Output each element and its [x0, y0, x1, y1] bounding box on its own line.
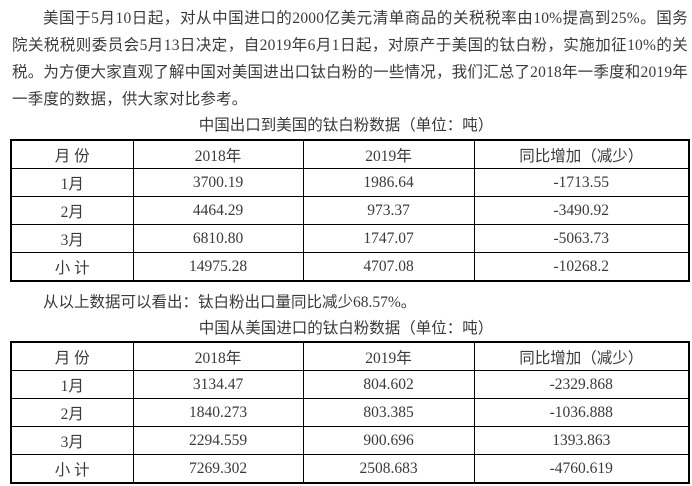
export-table: 月 份 2018年 2019年 同比增加（减少） 1月 3700.19 1986… [10, 139, 690, 282]
table-row: 2月 4464.29 973.37 -3490.92 [10, 196, 690, 225]
table-cell: 14975.28 [132, 252, 304, 282]
table-cell: 804.602 [302, 370, 475, 399]
export-table-header-row: 月 份 2018年 2019年 同比增加（减少） [10, 139, 690, 169]
import-header-month: 月 份 [10, 341, 134, 371]
table-cell: 3700.19 [132, 168, 304, 197]
analysis-note: 从以上数据可以看出：钛白粉出口量同比减少68.57%。 [43, 294, 417, 311]
table-cell: 900.696 [302, 426, 475, 455]
table-cell: -1036.888 [473, 398, 690, 427]
table-row-subtotal: 小 计 14975.28 4707.08 -10268.2 [10, 252, 690, 282]
export-table-title: 中国出口到美国的钛白粉数据（单位：吨） [198, 117, 494, 134]
table-cell: -10268.2 [473, 252, 690, 282]
table-row: 1月 3700.19 1986.64 -1713.55 [10, 168, 690, 197]
table-cell: -2329.868 [473, 370, 690, 399]
table-cell: 3月 [10, 426, 134, 455]
table-row-subtotal: 小 计 7269.302 2508.683 -4760.619 [10, 454, 690, 484]
intro-paragraph: 美国于5月10日起，对从中国进口的2000亿美元清单商品的关税税率由10%提高到… [12, 10, 688, 108]
table-cell: -3490.92 [473, 196, 690, 225]
table-cell: 小 计 [10, 454, 134, 484]
table-cell: 6810.80 [132, 224, 304, 253]
table-cell: 803.385 [302, 398, 475, 427]
table-cell: 2月 [10, 196, 134, 225]
table-cell: 3134.47 [132, 370, 304, 399]
import-table: 月 份 2018年 2019年 同比增加（减少） 1月 3134.47 804.… [10, 341, 690, 484]
table-row: 3月 6810.80 1747.07 -5063.73 [10, 224, 690, 253]
table-cell: 4707.08 [302, 252, 475, 282]
import-header-yoy: 同比增加（减少） [473, 341, 690, 371]
table-cell: 1393.863 [473, 426, 690, 455]
export-header-2018: 2018年 [132, 139, 304, 169]
table-cell: -4760.619 [473, 454, 690, 484]
table-cell: 1840.273 [132, 398, 304, 427]
export-header-yoy: 同比增加（减少） [473, 139, 690, 169]
table-cell: 1747.07 [302, 224, 475, 253]
table-cell: -5063.73 [473, 224, 690, 253]
table-cell: 2508.683 [302, 454, 475, 484]
table-cell: 小 计 [10, 252, 134, 282]
table-cell: 1月 [10, 370, 134, 399]
table-row: 3月 2294.559 900.696 1393.863 [10, 426, 690, 455]
import-header-2018: 2018年 [132, 341, 304, 371]
import-table-header-row: 月 份 2018年 2019年 同比增加（减少） [10, 341, 690, 371]
table-cell: 2294.559 [132, 426, 304, 455]
table-cell: 4464.29 [132, 196, 304, 225]
table-cell: 1月 [10, 168, 134, 197]
table-cell: 973.37 [302, 196, 475, 225]
export-header-month: 月 份 [10, 139, 134, 169]
table-cell: 1986.64 [302, 168, 475, 197]
table-cell: 3月 [10, 224, 134, 253]
export-header-2019: 2019年 [302, 139, 475, 169]
import-table-title: 中国从美国进口的钛白粉数据（单位：吨） [198, 320, 494, 337]
table-cell: 2月 [10, 398, 134, 427]
table-row: 2月 1840.273 803.385 -1036.888 [10, 398, 690, 427]
table-cell: 7269.302 [132, 454, 304, 484]
table-row: 1月 3134.47 804.602 -2329.868 [10, 370, 690, 399]
table-cell: -1713.55 [473, 168, 690, 197]
import-header-2019: 2019年 [302, 341, 475, 371]
